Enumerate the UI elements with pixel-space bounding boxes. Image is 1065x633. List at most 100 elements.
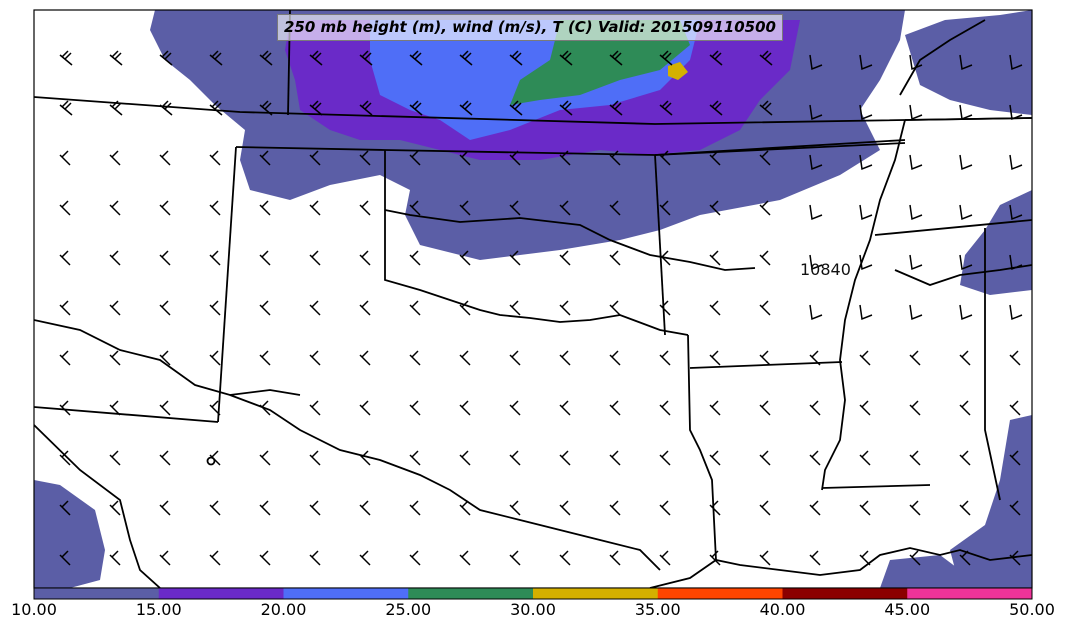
wind-barb: [709, 50, 723, 66]
colorbar-tick-label: 35.00: [634, 600, 681, 619]
wind-barb: [209, 50, 223, 66]
wind-barb: [859, 550, 871, 566]
wind-barb: [259, 550, 271, 566]
wind-barb: [759, 300, 771, 316]
state-border-oklahoma-texas: [384, 210, 689, 336]
wind-barb: [459, 100, 473, 116]
wind-barb: [609, 200, 621, 216]
wind-barb: [959, 350, 971, 366]
wind-barb: [959, 550, 971, 566]
wind-barb: [759, 450, 771, 466]
wind-barb: [759, 350, 771, 366]
wind-barb: [459, 450, 471, 466]
state-border-colorado-newmexico: [217, 146, 237, 423]
wind-barb: [659, 50, 673, 66]
wind-barb: [909, 154, 923, 171]
wind-barb: [409, 500, 421, 516]
colorbar-segment: [907, 588, 1033, 599]
wind-barb: [159, 500, 171, 516]
wind-barb: [1009, 400, 1021, 416]
wind-barb: [309, 200, 321, 216]
wind-barb: [1009, 154, 1023, 171]
wind-band-25-30: [510, 20, 690, 105]
wind-barb: [609, 250, 621, 266]
wind-barb: [309, 400, 321, 416]
wind-band-10-15-gulf-coast: [880, 555, 960, 588]
wind-barb: [809, 450, 821, 466]
wind-barb: [409, 200, 421, 216]
wind-barb: [709, 350, 721, 366]
wind-barb: [109, 400, 121, 416]
wind-barb: [859, 204, 873, 221]
wind-barb: [559, 50, 573, 66]
wind-barb: [409, 400, 421, 416]
wind-barb: [659, 400, 671, 416]
colorbar-tick-label: 10.00: [11, 600, 57, 619]
wind-barb: [59, 150, 71, 166]
state-border-illinois-river: [899, 19, 986, 96]
wind-barb: [809, 104, 823, 121]
wind-barb: [359, 450, 371, 466]
wind-barb: [409, 50, 423, 66]
wind-barb: [109, 300, 121, 316]
wind-barb: [859, 304, 873, 321]
wind-barb: [259, 450, 271, 466]
wind-barb: [709, 550, 721, 566]
wind-barb: [159, 450, 171, 466]
wind-barbs-layer: [59, 50, 1023, 566]
wind-barb: [959, 254, 973, 271]
wind-barb: [809, 350, 821, 366]
wind-barb: [509, 200, 521, 216]
wind-barb: [609, 550, 621, 566]
wind-barb: [809, 400, 821, 416]
wind-barb: [859, 500, 871, 516]
wind-barb: [109, 550, 121, 566]
colorbar-tick-label: 40.00: [759, 600, 806, 619]
wind-barb: [759, 500, 771, 516]
wind-barb: [259, 500, 271, 516]
wind-barb: [559, 400, 571, 416]
wind-barb: [509, 350, 521, 366]
wind-barb: [559, 500, 571, 516]
colorbar-tick-label: 30.00: [510, 600, 556, 619]
wind-barb: [409, 350, 421, 366]
wind-barb: [359, 400, 371, 416]
wind-barb: [809, 154, 823, 171]
state-border-iowa-missouri: [904, 117, 1032, 121]
wind-barb: [209, 350, 221, 366]
wind-barb: [159, 150, 171, 166]
wind-barb: [459, 250, 471, 266]
colorbar-tick-label: 20.00: [260, 600, 307, 619]
wind-barb: [59, 250, 71, 266]
wind-barb: [959, 154, 973, 171]
wind-barb: [1009, 254, 1023, 271]
wind-barb: [609, 400, 621, 416]
wind-barb: [459, 350, 471, 366]
wind-barb: [909, 500, 921, 516]
wind-barb: [359, 50, 373, 66]
wind-barb: [309, 550, 321, 566]
wind-barb: [159, 350, 171, 366]
wind-barb: [959, 104, 973, 121]
river-brazos: [34, 424, 161, 588]
colorbar-segment: [283, 588, 409, 599]
colorbar: [34, 588, 1033, 599]
wind-barb: [309, 100, 323, 116]
wind-barb: [409, 450, 421, 466]
wind-barb: [759, 50, 773, 66]
colorbar-tick-label: 50.00: [1009, 600, 1055, 619]
wind-barb: [309, 450, 321, 466]
wind-barb: [709, 250, 721, 266]
wind-barb: [609, 300, 621, 316]
wind-barb: [359, 250, 371, 266]
wind-barb: [1009, 54, 1023, 71]
wind-barb: [159, 50, 173, 66]
wind-barb: [809, 254, 823, 271]
wind-barb: [59, 550, 71, 566]
wind-band-10-15-southwest: [34, 480, 105, 588]
wind-barb: [909, 450, 921, 466]
wind-barb: [909, 304, 923, 321]
wind-barb: [959, 304, 973, 321]
wind-barb: [609, 500, 621, 516]
colorbar-segment: [158, 588, 284, 599]
